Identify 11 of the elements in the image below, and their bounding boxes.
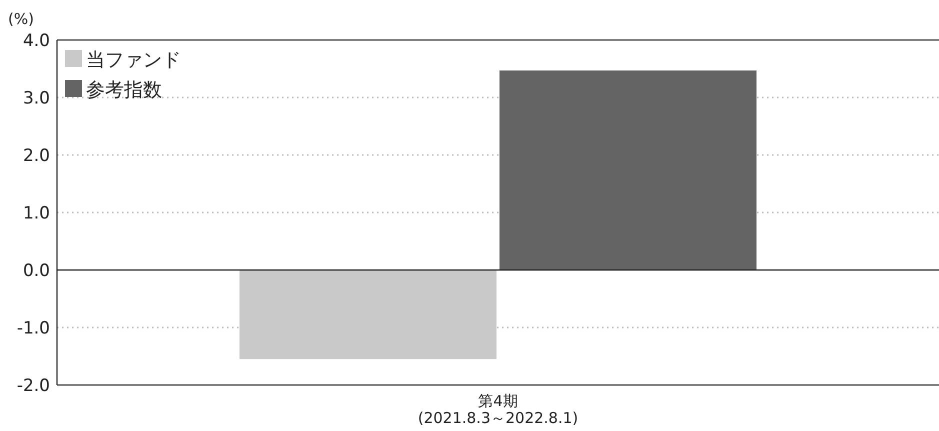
y-tick-label: 0.0 (22, 261, 50, 281)
y-tick-label: 3.0 (22, 88, 50, 108)
y-tick-label: 1.0 (22, 204, 50, 224)
y-axis-title: (%) (8, 10, 34, 28)
y-tick-label: 4.0 (22, 31, 50, 51)
x-tick-label: 第4期 (2021.8.3～2022.8.1) (418, 392, 578, 427)
legend-label: 当ファンド (86, 49, 181, 71)
y-tick-label: 2.0 (22, 146, 50, 166)
y-tick-label: -1.0 (16, 318, 50, 338)
y-tick-label: -2.0 (16, 376, 50, 396)
legend-label: 参考指数 (86, 79, 162, 101)
